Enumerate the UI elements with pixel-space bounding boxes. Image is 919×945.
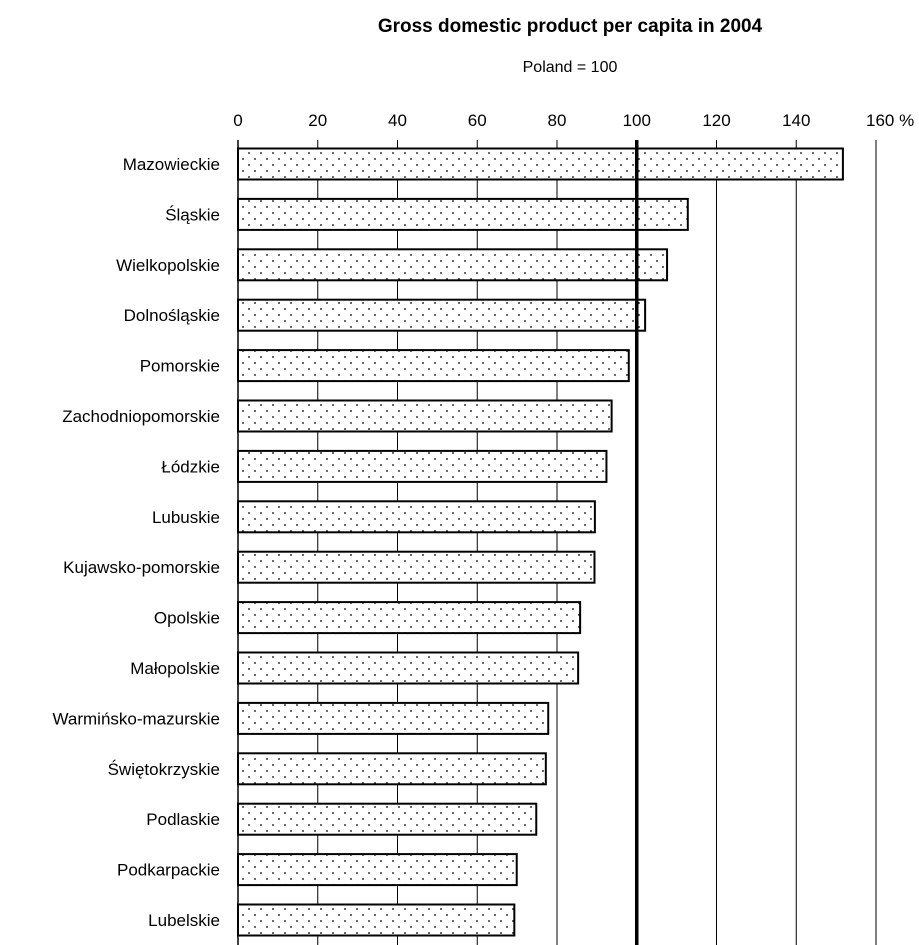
category-label: Zachodniopomorskie (62, 407, 220, 426)
x-axis-tick-labels: 0 20 40 60 80 100 120 140 160 % (233, 111, 914, 130)
category-label: Warmińsko-mazurskie (52, 709, 220, 728)
category-label: Podkarpackie (117, 861, 220, 880)
chart-title: Gross domestic product per capita in 200… (377, 16, 763, 37)
category-label: Łódzkie (161, 457, 220, 476)
bar (237, 248, 669, 282)
x-tick-label: 80 (548, 111, 567, 130)
x-tick-label: 60 (468, 111, 487, 130)
bar (237, 349, 630, 383)
x-tick-label: 160 % (866, 111, 914, 130)
bar (237, 651, 580, 685)
category-label: Podlaskie (146, 810, 220, 829)
category-label: Świętokrzyskie (108, 760, 220, 779)
category-label: Lubelskie (148, 911, 220, 930)
chart-subtitle: Poland = 100 (522, 59, 618, 76)
bar (237, 197, 689, 231)
bar (237, 601, 582, 635)
x-tick-label: 0 (233, 111, 242, 130)
category-label: Pomorskie (140, 357, 220, 376)
category-labels: Mazowieckie Śląskie Wielkopolskie Dolnośląs… (52, 155, 220, 930)
category-label: Dolnośląskie (124, 306, 220, 325)
category-label: Opolskie (154, 609, 220, 628)
bar (237, 298, 647, 332)
bar (237, 449, 608, 483)
category-label: Lubuskie (152, 508, 220, 527)
category-label: Śląskie (165, 205, 220, 224)
category-label: Wielkopolskie (116, 256, 220, 275)
category-label: Kujawsko-pomorskie (63, 558, 220, 577)
bar (237, 147, 844, 181)
x-tick-label: 100 (623, 111, 651, 130)
bar (237, 752, 547, 786)
x-tick-label: 140 (782, 111, 810, 130)
bar (237, 802, 538, 836)
bar (237, 399, 613, 433)
bar (237, 550, 596, 584)
x-tick-label: 20 (308, 111, 327, 130)
bar (237, 903, 516, 937)
category-label: Mazowieckie (123, 155, 220, 174)
category-label: Małopolskie (130, 659, 220, 678)
bar (237, 500, 596, 534)
bar (237, 853, 518, 887)
x-tick-label: 40 (388, 111, 407, 130)
bar (237, 701, 550, 735)
x-tick-label: 120 (702, 111, 730, 130)
bars (237, 147, 844, 937)
